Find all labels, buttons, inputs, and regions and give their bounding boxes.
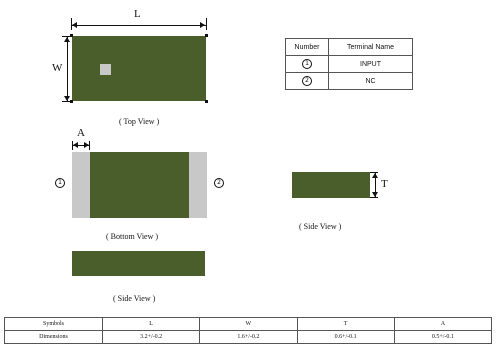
corner-mark-br (205, 100, 208, 103)
terminal-pad-right (189, 152, 207, 218)
value-l: 3.2+/-0.2 (101, 330, 201, 344)
t-extension-top (370, 172, 378, 173)
a-arrow-right (84, 142, 89, 148)
header-a: A (393, 317, 493, 331)
header-terminal-name: Terminal Name (328, 38, 413, 56)
a-dimension-line (73, 145, 89, 146)
terminal-name-2: NC (328, 72, 413, 90)
top-view-chip-body (72, 36, 206, 101)
row-label-dimensions: Dimensions (4, 330, 103, 344)
corner-mark-bl (70, 100, 73, 103)
t-label: T (381, 178, 388, 190)
t-arrow-bottom (372, 192, 378, 197)
bottom-view-caption: ( Bottom View ) (106, 232, 159, 241)
header-number: Number (285, 38, 329, 56)
dimensions-table: Symbols L W T A Dimensions 3.2+/-0.2 1.6… (4, 317, 493, 344)
table-row: 2 NC (285, 72, 413, 90)
terminal-table: Number Terminal Name 1 INPUT 2 NC (285, 38, 413, 90)
header-t: T (296, 317, 395, 331)
l-extension-left (71, 18, 72, 30)
t-dimension-line (375, 173, 376, 197)
terminal-number-2: 2 (302, 76, 312, 86)
terminal-number-cell: 1 (285, 55, 329, 73)
bottom-view-chip-body (90, 152, 189, 218)
corner-mark-tr (205, 34, 208, 37)
l-label: L (134, 8, 141, 20)
a-extension-left (72, 141, 73, 150)
table-row: Dimensions 3.2+/-0.2 1.6+/-0.2 0.6+/-0.1… (4, 330, 493, 344)
table-row: 1 INPUT (285, 55, 413, 73)
header-l: L (101, 317, 201, 331)
w-dimension-line (67, 37, 68, 101)
w-label: W (52, 62, 63, 74)
corner-mark-tl (70, 34, 73, 37)
pin-1-label: 1 (55, 178, 65, 188)
t-arrow-top (372, 173, 378, 178)
top-view-caption: ( Top View ) (119, 117, 160, 126)
a-extension-right (89, 141, 90, 150)
w-arrow-bottom (64, 96, 70, 101)
w-arrow-top (64, 37, 70, 42)
side-view-right-caption: ( Side View ) (299, 222, 342, 231)
value-a: 0.5+/-0.1 (393, 330, 493, 344)
terminal-pad-left (72, 152, 90, 218)
value-w: 1.6+/-0.2 (199, 330, 298, 344)
w-extension-bottom (62, 101, 72, 102)
terminal-number-1: 1 (302, 59, 312, 69)
l-extension-right (206, 18, 207, 30)
dimensions-table-header: Symbols L W T A (4, 317, 493, 331)
value-t: 0.6+/-0.1 (296, 330, 395, 344)
l-arrow-right (200, 22, 205, 28)
a-label: A (77, 127, 85, 139)
side-view-bottom-caption: ( Side View ) (113, 294, 156, 303)
w-extension-top (62, 36, 72, 37)
l-dimension-line (72, 25, 206, 26)
pin1-marker (100, 64, 111, 75)
t-extension-bottom (370, 197, 378, 198)
a-arrow-left (73, 142, 78, 148)
terminal-name-1: INPUT (328, 55, 413, 73)
header-symbols: Symbols (4, 317, 103, 331)
l-arrow-left (72, 22, 77, 28)
terminal-number-cell: 2 (285, 72, 329, 90)
header-w: W (199, 317, 298, 331)
terminal-table-header: Number Terminal Name (285, 38, 413, 56)
pin-2-label: 2 (214, 178, 224, 188)
side-view-right-chip-body (292, 172, 370, 198)
side-view-bottom-chip-body (72, 251, 205, 276)
